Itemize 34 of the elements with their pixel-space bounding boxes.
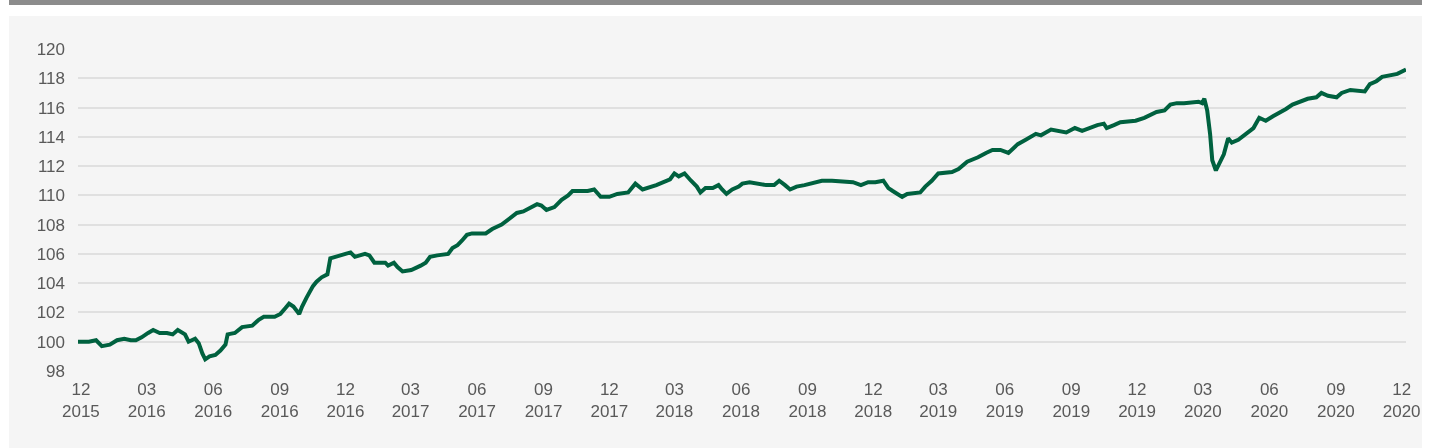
x-tick-label: 12 2020 bbox=[1382, 380, 1421, 422]
x-tick-label: 12 2018 bbox=[854, 380, 893, 422]
y-tick-label: 110 bbox=[37, 186, 65, 206]
y-tick-label: 106 bbox=[36, 244, 65, 264]
y-tick-label: 112 bbox=[37, 157, 65, 177]
x-tick-label: 03 2016 bbox=[127, 380, 166, 422]
x-tick-label: 06 2020 bbox=[1250, 380, 1289, 422]
y-tick-label: 100 bbox=[36, 332, 65, 352]
x-tick-label: 09 2020 bbox=[1316, 380, 1355, 422]
x-tick-label: 12 2016 bbox=[326, 380, 365, 422]
x-tick-label: 06 2016 bbox=[194, 380, 233, 422]
y-tick-label: 102 bbox=[36, 303, 65, 323]
y-tick-label: 120 bbox=[36, 39, 65, 59]
x-tick-label: 06 2019 bbox=[985, 380, 1024, 422]
x-tick-label: 06 2017 bbox=[458, 380, 496, 422]
x-tick-label: 12 2017 bbox=[590, 380, 629, 422]
x-tick-label: 09 2019 bbox=[1052, 380, 1091, 422]
x-tick-label: 03 2020 bbox=[1183, 380, 1222, 422]
y-tick-label: 104 bbox=[36, 274, 65, 294]
x-tick-label: 09 2017 bbox=[524, 380, 563, 422]
x-tick-label: 03 2017 bbox=[391, 380, 430, 422]
x-tick-label: 03 2018 bbox=[655, 380, 694, 422]
y-tick-label: 116 bbox=[37, 98, 65, 118]
y-tick-label: 114 bbox=[37, 127, 65, 147]
y-tick-label: 118 bbox=[37, 69, 65, 89]
y-tick-label: 98 bbox=[46, 361, 65, 381]
x-tick-label: 12 2015 bbox=[61, 380, 100, 422]
y-tick-label: 108 bbox=[36, 215, 65, 235]
x-tick-label: 09 2016 bbox=[260, 380, 299, 422]
line-series bbox=[78, 67, 1406, 362]
x-tick-label: 06 2018 bbox=[722, 380, 760, 422]
x-tick-label: 12 2019 bbox=[1118, 380, 1156, 422]
x-tick-label: 03 2019 bbox=[919, 380, 958, 422]
x-tick-label: 09 2018 bbox=[788, 380, 827, 422]
